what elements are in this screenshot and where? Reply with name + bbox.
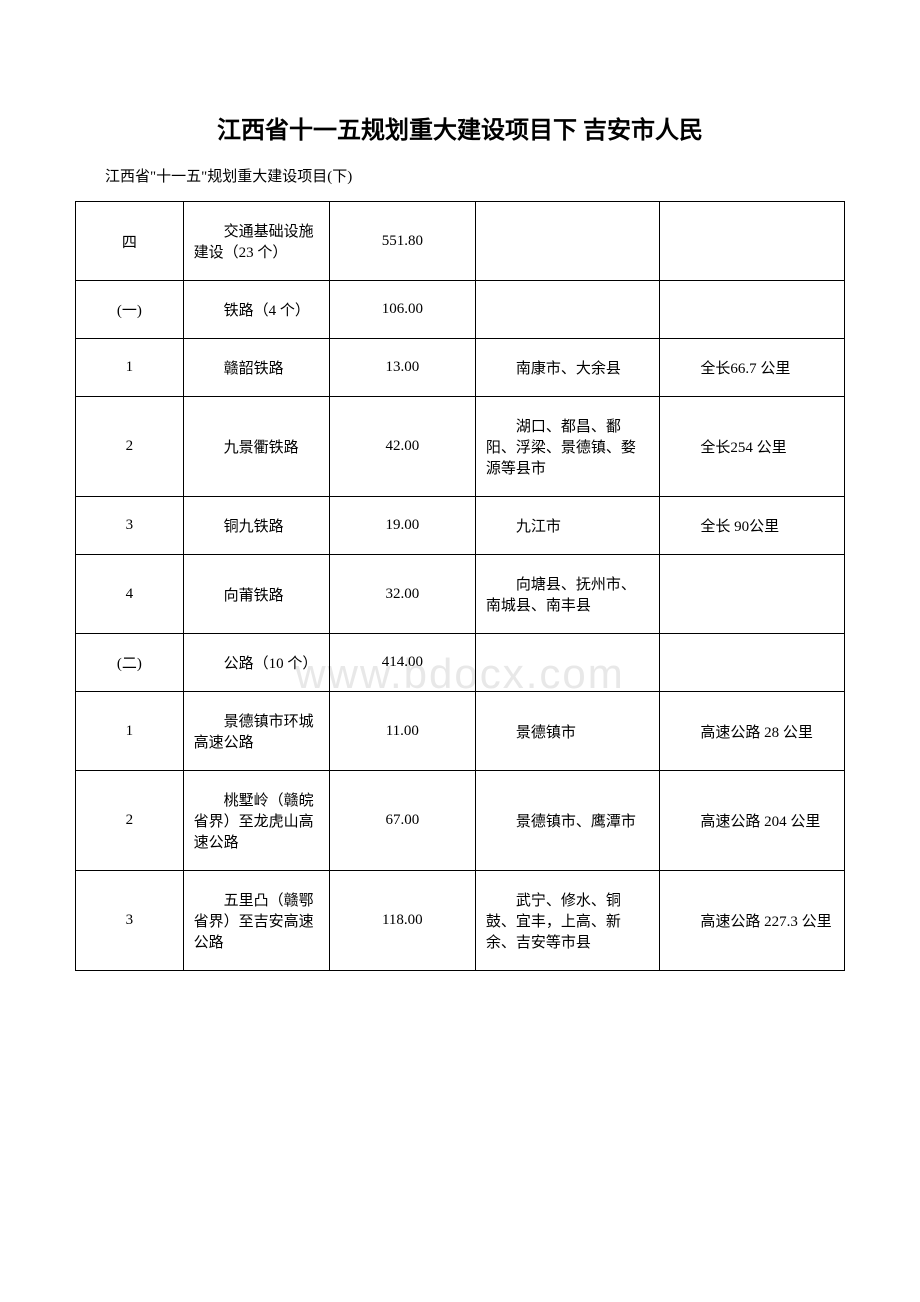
cell-index: 四 bbox=[76, 202, 184, 281]
cell-index: 3 bbox=[76, 871, 184, 971]
cell-name: 铜九铁路 bbox=[183, 497, 329, 555]
cell-value: 67.00 bbox=[329, 771, 475, 871]
cell-name: 铁路（4 个） bbox=[183, 281, 329, 339]
page-title: 江西省十一五规划重大建设项目下 吉安市人民 bbox=[75, 110, 845, 145]
cell-desc: 高速公路 28 公里 bbox=[660, 692, 845, 771]
cell-desc: 全长66.7 公里 bbox=[660, 339, 845, 397]
table-row: 4 向莆铁路 32.00 向塘县、抚州市、南城县、南丰县 bbox=[76, 555, 845, 634]
cell-name: 交通基础设施建设（23 个） bbox=[183, 202, 329, 281]
cell-index: 1 bbox=[76, 692, 184, 771]
cell-value: 118.00 bbox=[329, 871, 475, 971]
cell-value: 414.00 bbox=[329, 634, 475, 692]
table-row: 2 桃墅岭（赣皖省界）至龙虎山高速公路 67.00 景德镇市、鹰潭市 高速公路 … bbox=[76, 771, 845, 871]
cell-location: 景德镇市 bbox=[475, 692, 660, 771]
cell-index: 1 bbox=[76, 339, 184, 397]
table-row: 1 赣韶铁路 13.00 南康市、大余县 全长66.7 公里 bbox=[76, 339, 845, 397]
cell-value: 551.80 bbox=[329, 202, 475, 281]
cell-name: 向莆铁路 bbox=[183, 555, 329, 634]
cell-name: 赣韶铁路 bbox=[183, 339, 329, 397]
cell-desc: 全长254 公里 bbox=[660, 397, 845, 497]
cell-index: 3 bbox=[76, 497, 184, 555]
document-content: 江西省十一五规划重大建设项目下 吉安市人民 江西省"十一五"规划重大建设项目(下… bbox=[75, 110, 845, 971]
cell-value: 32.00 bbox=[329, 555, 475, 634]
table-row: 3 五里凸（赣鄂省界）至吉安高速公路 118.00 武宁、修水、铜鼓、宜丰，上高… bbox=[76, 871, 845, 971]
cell-location: 景德镇市、鹰潭市 bbox=[475, 771, 660, 871]
cell-desc: 高速公路 204 公里 bbox=[660, 771, 845, 871]
cell-name: 五里凸（赣鄂省界）至吉安高速公路 bbox=[183, 871, 329, 971]
cell-name: 桃墅岭（赣皖省界）至龙虎山高速公路 bbox=[183, 771, 329, 871]
cell-desc: 全长 90公里 bbox=[660, 497, 845, 555]
cell-desc bbox=[660, 281, 845, 339]
cell-index: 4 bbox=[76, 555, 184, 634]
table-row: (一) 铁路（4 个） 106.00 bbox=[76, 281, 845, 339]
cell-location: 向塘县、抚州市、南城县、南丰县 bbox=[475, 555, 660, 634]
cell-name: 公路（10 个） bbox=[183, 634, 329, 692]
cell-index: 2 bbox=[76, 397, 184, 497]
table-row: 3 铜九铁路 19.00 九江市 全长 90公里 bbox=[76, 497, 845, 555]
cell-name: 九景衢铁路 bbox=[183, 397, 329, 497]
cell-location bbox=[475, 281, 660, 339]
cell-value: 13.00 bbox=[329, 339, 475, 397]
cell-location: 武宁、修水、铜鼓、宜丰，上高、新余、吉安等市县 bbox=[475, 871, 660, 971]
table-body: 四 交通基础设施建设（23 个） 551.80 (一) 铁路（4 个） 106.… bbox=[76, 202, 845, 971]
cell-desc bbox=[660, 202, 845, 281]
cell-index: (一) bbox=[76, 281, 184, 339]
table-row: 1 景德镇市环城高速公路 11.00 景德镇市 高速公路 28 公里 bbox=[76, 692, 845, 771]
cell-location: 南康市、大余县 bbox=[475, 339, 660, 397]
cell-location bbox=[475, 634, 660, 692]
cell-desc bbox=[660, 555, 845, 634]
cell-location bbox=[475, 202, 660, 281]
table-row: 四 交通基础设施建设（23 个） 551.80 bbox=[76, 202, 845, 281]
cell-desc bbox=[660, 634, 845, 692]
cell-name: 景德镇市环城高速公路 bbox=[183, 692, 329, 771]
cell-value: 19.00 bbox=[329, 497, 475, 555]
cell-index: 2 bbox=[76, 771, 184, 871]
cell-desc: 高速公路 227.3 公里 bbox=[660, 871, 845, 971]
projects-table: 四 交通基础设施建设（23 个） 551.80 (一) 铁路（4 个） 106.… bbox=[75, 201, 845, 971]
cell-location: 九江市 bbox=[475, 497, 660, 555]
cell-value: 106.00 bbox=[329, 281, 475, 339]
cell-value: 11.00 bbox=[329, 692, 475, 771]
cell-value: 42.00 bbox=[329, 397, 475, 497]
table-row: 2 九景衢铁路 42.00 湖口、都昌、鄱阳、浮梁、景德镇、婺源等县市 全长25… bbox=[76, 397, 845, 497]
page-subtitle: 江西省"十一五"规划重大建设项目(下) bbox=[75, 165, 845, 186]
cell-index: (二) bbox=[76, 634, 184, 692]
cell-location: 湖口、都昌、鄱阳、浮梁、景德镇、婺源等县市 bbox=[475, 397, 660, 497]
table-row: (二) 公路（10 个） 414.00 bbox=[76, 634, 845, 692]
